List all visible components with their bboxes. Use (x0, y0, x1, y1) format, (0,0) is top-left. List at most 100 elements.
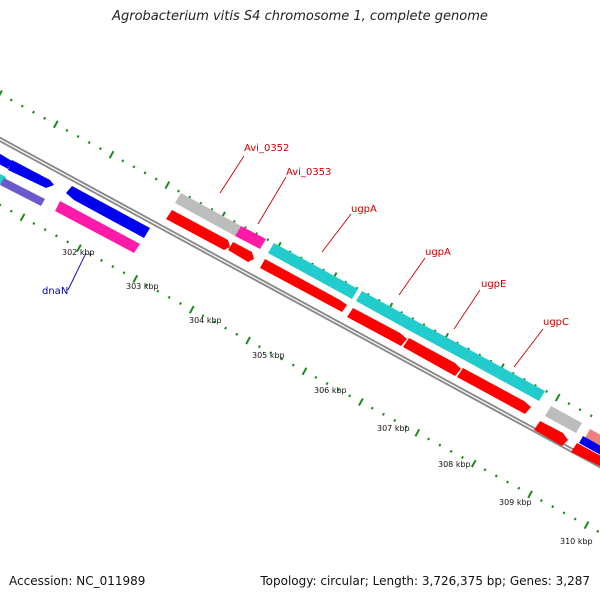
gene-arrow-blue-dnaN[interactable] (66, 186, 150, 238)
reverse-gene-track (0, 169, 600, 471)
gene-bar-grey-right[interactable] (545, 406, 582, 433)
gene-label-ugpA-1[interactable]: ugpA (351, 204, 377, 215)
scale-minor-tick (43, 228, 47, 232)
outer-minor-tick (154, 177, 158, 181)
scale-label: 305 kbp (252, 351, 285, 360)
scale-label: 304 kbp (189, 316, 222, 325)
scale-minor-tick (212, 320, 216, 324)
gene-label-ugpE[interactable]: ugpE (481, 279, 506, 290)
outer-minor-tick (132, 165, 136, 169)
outer-minor-tick (20, 104, 24, 108)
scale-minor-tick (111, 265, 115, 269)
scale-minor-tick (325, 382, 329, 386)
scale-minor-tick (88, 252, 92, 256)
scale-minor-tick (100, 258, 103, 262)
scale-minor-tick (573, 517, 577, 521)
gene-cds-ugpA-2[interactable] (347, 308, 407, 346)
gene-bar-magenta-avi0353[interactable] (235, 226, 266, 249)
scale-minor-tick (122, 271, 126, 275)
scale-minor-tick (32, 221, 36, 226)
gene-bar-blue-right[interactable] (579, 436, 600, 458)
outer-major-tick (554, 393, 561, 402)
accession-text: Accession: NC_011989 (9, 574, 146, 588)
gene-label-leaders (67, 155, 544, 368)
scale-minor-tick (145, 283, 149, 287)
scale-minor-tick (291, 363, 295, 367)
gene-label-avi0352[interactable]: Avi_0352 (244, 143, 289, 154)
outer-minor-tick (567, 402, 571, 406)
scale-label: 310 kbp (560, 537, 593, 546)
scale-minor-tick (167, 295, 171, 299)
scale-minor-tick (280, 357, 284, 361)
outer-minor-tick (43, 116, 47, 120)
scale-minor-tick (494, 474, 498, 478)
gene-label-avi0353[interactable]: Avi_0353 (286, 167, 331, 178)
scale-minor-tick (257, 345, 261, 349)
gene-bar-purple-left[interactable] (0, 178, 45, 206)
scale-minor-tick (235, 332, 239, 336)
scale-minor-tick (9, 209, 13, 213)
gene-bar-salmon-right[interactable] (585, 429, 600, 449)
outer-minor-tick (87, 141, 91, 145)
gene-labels: Avi_0352 Avi_0353 ugpA ugpA ugpE ugpC dn… (42, 143, 569, 328)
scale-minor-tick (0, 203, 2, 207)
gene-bar-cyan-ugpA-2[interactable] (356, 291, 418, 332)
scale-minor-tick (370, 406, 374, 410)
gene-cds-right-2[interactable] (571, 443, 600, 471)
outer-minor-tick (76, 134, 80, 139)
scale-minor-tick (179, 301, 182, 306)
scale-minor-tick (156, 289, 160, 293)
scale-major-tick (76, 244, 82, 253)
outer-minor-tick (32, 110, 35, 114)
scale-label: 307 kbp (377, 424, 410, 433)
forward-gene-track (0, 148, 600, 458)
scale-minor-tick (348, 394, 352, 398)
gene-cds-ugpC[interactable] (457, 368, 531, 414)
scale-minor-tick (562, 511, 566, 515)
gene-bar-cyan-ugpE[interactable] (412, 322, 472, 361)
scale-major-tick (188, 305, 195, 314)
gene-cds-ugpE[interactable] (403, 338, 461, 376)
outer-major-tick (108, 150, 115, 159)
gene-cds-avi0352[interactable] (166, 210, 230, 250)
scale-minor-tick (596, 529, 600, 533)
gene-cds-avi0353[interactable] (228, 242, 254, 262)
scale-minor-tick (539, 499, 543, 503)
gene-bar-cyan-left[interactable] (0, 169, 6, 185)
outer-minor-tick (589, 414, 593, 418)
outer-minor-tick (121, 159, 125, 163)
scale-major-tick (301, 367, 308, 376)
scale-major-tick (414, 428, 421, 437)
scale-minor-tick (517, 486, 521, 490)
scale-minor-tick (393, 418, 397, 423)
scale-major-tick (132, 274, 139, 283)
outer-minor-tick (545, 389, 549, 394)
gene-bar-grey-avi0352[interactable] (175, 193, 241, 236)
gene-bar-blue-left[interactable] (0, 148, 12, 169)
gene-bar-cyan-ugpA-1[interactable] (268, 243, 358, 299)
scale-minor-tick (314, 375, 318, 379)
scale-minor-tick (336, 388, 340, 392)
scale-minor-tick (551, 505, 555, 509)
gene-arrow-blue[interactable] (8, 160, 54, 188)
gene-cds-right-1[interactable] (534, 421, 568, 446)
scale-minor-tick (449, 449, 453, 453)
gene-cds-ugpA-1[interactable] (260, 259, 347, 312)
scale-minor-tick (224, 326, 228, 330)
gene-label-ugpA-2[interactable]: ugpA (425, 247, 451, 258)
outer-minor-tick (98, 147, 102, 151)
scale-label: 302 kbp (62, 248, 95, 257)
gene-label-ugpC[interactable]: ugpC (543, 317, 569, 328)
scale-major-tick (470, 459, 477, 468)
scale-minor-tick (201, 314, 205, 318)
gene-label-dnaN[interactable]: dnaN (42, 286, 68, 297)
gene-bar-cyan-ugpC[interactable] (466, 351, 545, 401)
scale-minor-tick (460, 455, 464, 459)
outer-major-tick (52, 120, 59, 129)
scale-label: 309 kbp (499, 498, 532, 507)
scale-label: 306 kbp (314, 386, 347, 395)
scale-minor-tick (506, 480, 510, 484)
gene-bar-magenta-dnaN[interactable] (55, 201, 140, 253)
